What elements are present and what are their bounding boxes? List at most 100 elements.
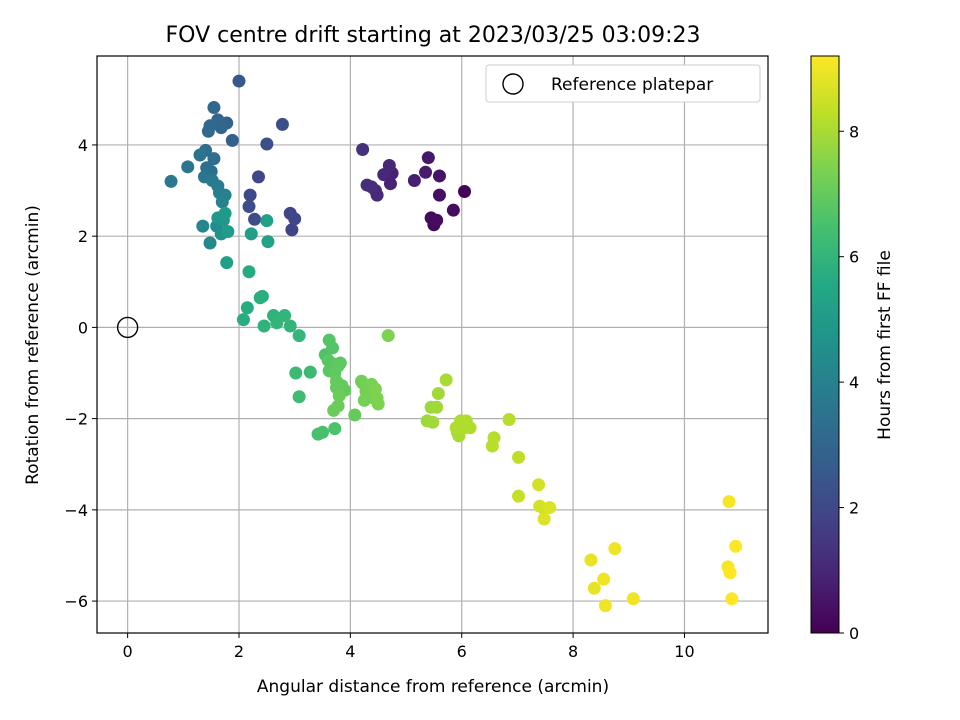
colorbar-gradient <box>810 55 840 634</box>
data-point <box>164 174 178 188</box>
data-point <box>260 214 274 228</box>
data-point <box>215 195 229 209</box>
data-point <box>430 400 444 414</box>
data-point <box>201 124 215 138</box>
grid-lines <box>97 56 768 633</box>
data-point <box>225 133 239 147</box>
data-point <box>257 319 271 333</box>
data-point <box>243 188 257 202</box>
data-point <box>421 151 435 165</box>
data-point <box>253 291 267 305</box>
colorbar-ticks: 0 2 4 6 8 <box>839 122 859 643</box>
y-tick-label: −4 <box>64 501 88 520</box>
colorbar-tick-label: 0 <box>849 624 859 643</box>
x-tick-label: 6 <box>457 642 467 661</box>
data-point <box>487 431 501 445</box>
data-point <box>292 390 306 404</box>
data-point <box>512 489 526 503</box>
colorbar-tick-label: 2 <box>849 499 859 518</box>
data-point <box>221 225 235 239</box>
data-point <box>426 415 440 429</box>
x-axis-label: Angular distance from reference (arcmin) <box>257 677 609 697</box>
data-point <box>537 512 551 526</box>
x-axis-ticks: 0 2 4 6 8 10 <box>123 633 695 661</box>
data-point <box>244 227 258 241</box>
data-point <box>729 539 743 553</box>
data-point <box>333 356 347 370</box>
data-point <box>598 599 612 613</box>
colorbar-label: Hours from first FF file <box>875 250 895 440</box>
y-tick-label: 0 <box>78 318 88 337</box>
y-tick-label: −2 <box>64 410 88 429</box>
data-point <box>181 160 195 174</box>
data-point <box>289 366 303 380</box>
colorbar: 0 2 4 6 8 Hours from first FF file <box>810 55 895 643</box>
data-point <box>316 425 330 439</box>
data-point <box>292 329 306 343</box>
x-tick-label: 0 <box>123 642 133 661</box>
data-point <box>407 174 421 188</box>
data-point <box>303 365 317 379</box>
data-point <box>722 495 736 509</box>
data-point <box>251 170 265 184</box>
data-point <box>242 265 256 279</box>
data-point <box>283 319 297 333</box>
data-point <box>626 592 640 606</box>
y-axis-ticks: −6 −4 −2 0 2 4 <box>64 136 97 611</box>
data-point <box>193 148 207 162</box>
chart-title: FOV centre drift starting at 2023/03/25 … <box>166 23 701 48</box>
data-point <box>432 169 446 183</box>
data-point <box>332 389 346 403</box>
data-point <box>218 206 232 220</box>
data-point <box>242 200 256 214</box>
colorbar-tick-label: 8 <box>849 122 859 141</box>
data-point <box>196 219 210 233</box>
data-point <box>449 421 463 435</box>
data-point <box>723 566 737 580</box>
data-point <box>439 373 453 387</box>
x-tick-label: 4 <box>345 642 355 661</box>
data-point <box>432 188 446 202</box>
plot-frame <box>96 55 769 634</box>
data-point <box>232 74 246 88</box>
data-point <box>431 387 445 401</box>
data-point <box>326 341 340 355</box>
data-point <box>463 421 477 435</box>
data-point <box>587 581 601 595</box>
y-tick-label: −6 <box>64 592 88 611</box>
data-point <box>207 152 221 166</box>
reference-marker-layer <box>116 316 139 339</box>
data-point <box>261 235 275 249</box>
data-point <box>328 422 342 436</box>
data-point <box>430 213 444 227</box>
data-point <box>543 501 557 515</box>
data-point <box>285 223 299 237</box>
data-points <box>164 74 743 613</box>
y-tick-label: 4 <box>78 136 88 155</box>
data-point <box>203 236 217 250</box>
colorbar-tick-label: 6 <box>849 248 859 267</box>
y-tick-label: 2 <box>78 227 88 246</box>
data-point <box>365 180 379 194</box>
data-point <box>370 391 384 405</box>
legend: Reference platepar <box>485 64 761 103</box>
data-point <box>584 553 598 567</box>
data-point <box>220 256 234 270</box>
legend-entry: Reference platepar <box>551 75 713 95</box>
data-point <box>383 177 397 191</box>
data-point <box>283 206 297 220</box>
data-point <box>236 313 250 327</box>
x-tick-label: 8 <box>568 642 578 661</box>
data-point <box>260 137 274 151</box>
data-point <box>512 450 526 464</box>
data-point <box>377 168 391 182</box>
data-point <box>419 165 433 179</box>
reference-platepar-marker <box>116 316 139 339</box>
x-tick-label: 2 <box>234 642 244 661</box>
data-point <box>327 403 341 417</box>
data-point <box>248 212 262 226</box>
data-point <box>597 572 611 586</box>
data-point <box>348 408 362 422</box>
data-point <box>240 301 254 315</box>
data-point <box>532 478 546 492</box>
